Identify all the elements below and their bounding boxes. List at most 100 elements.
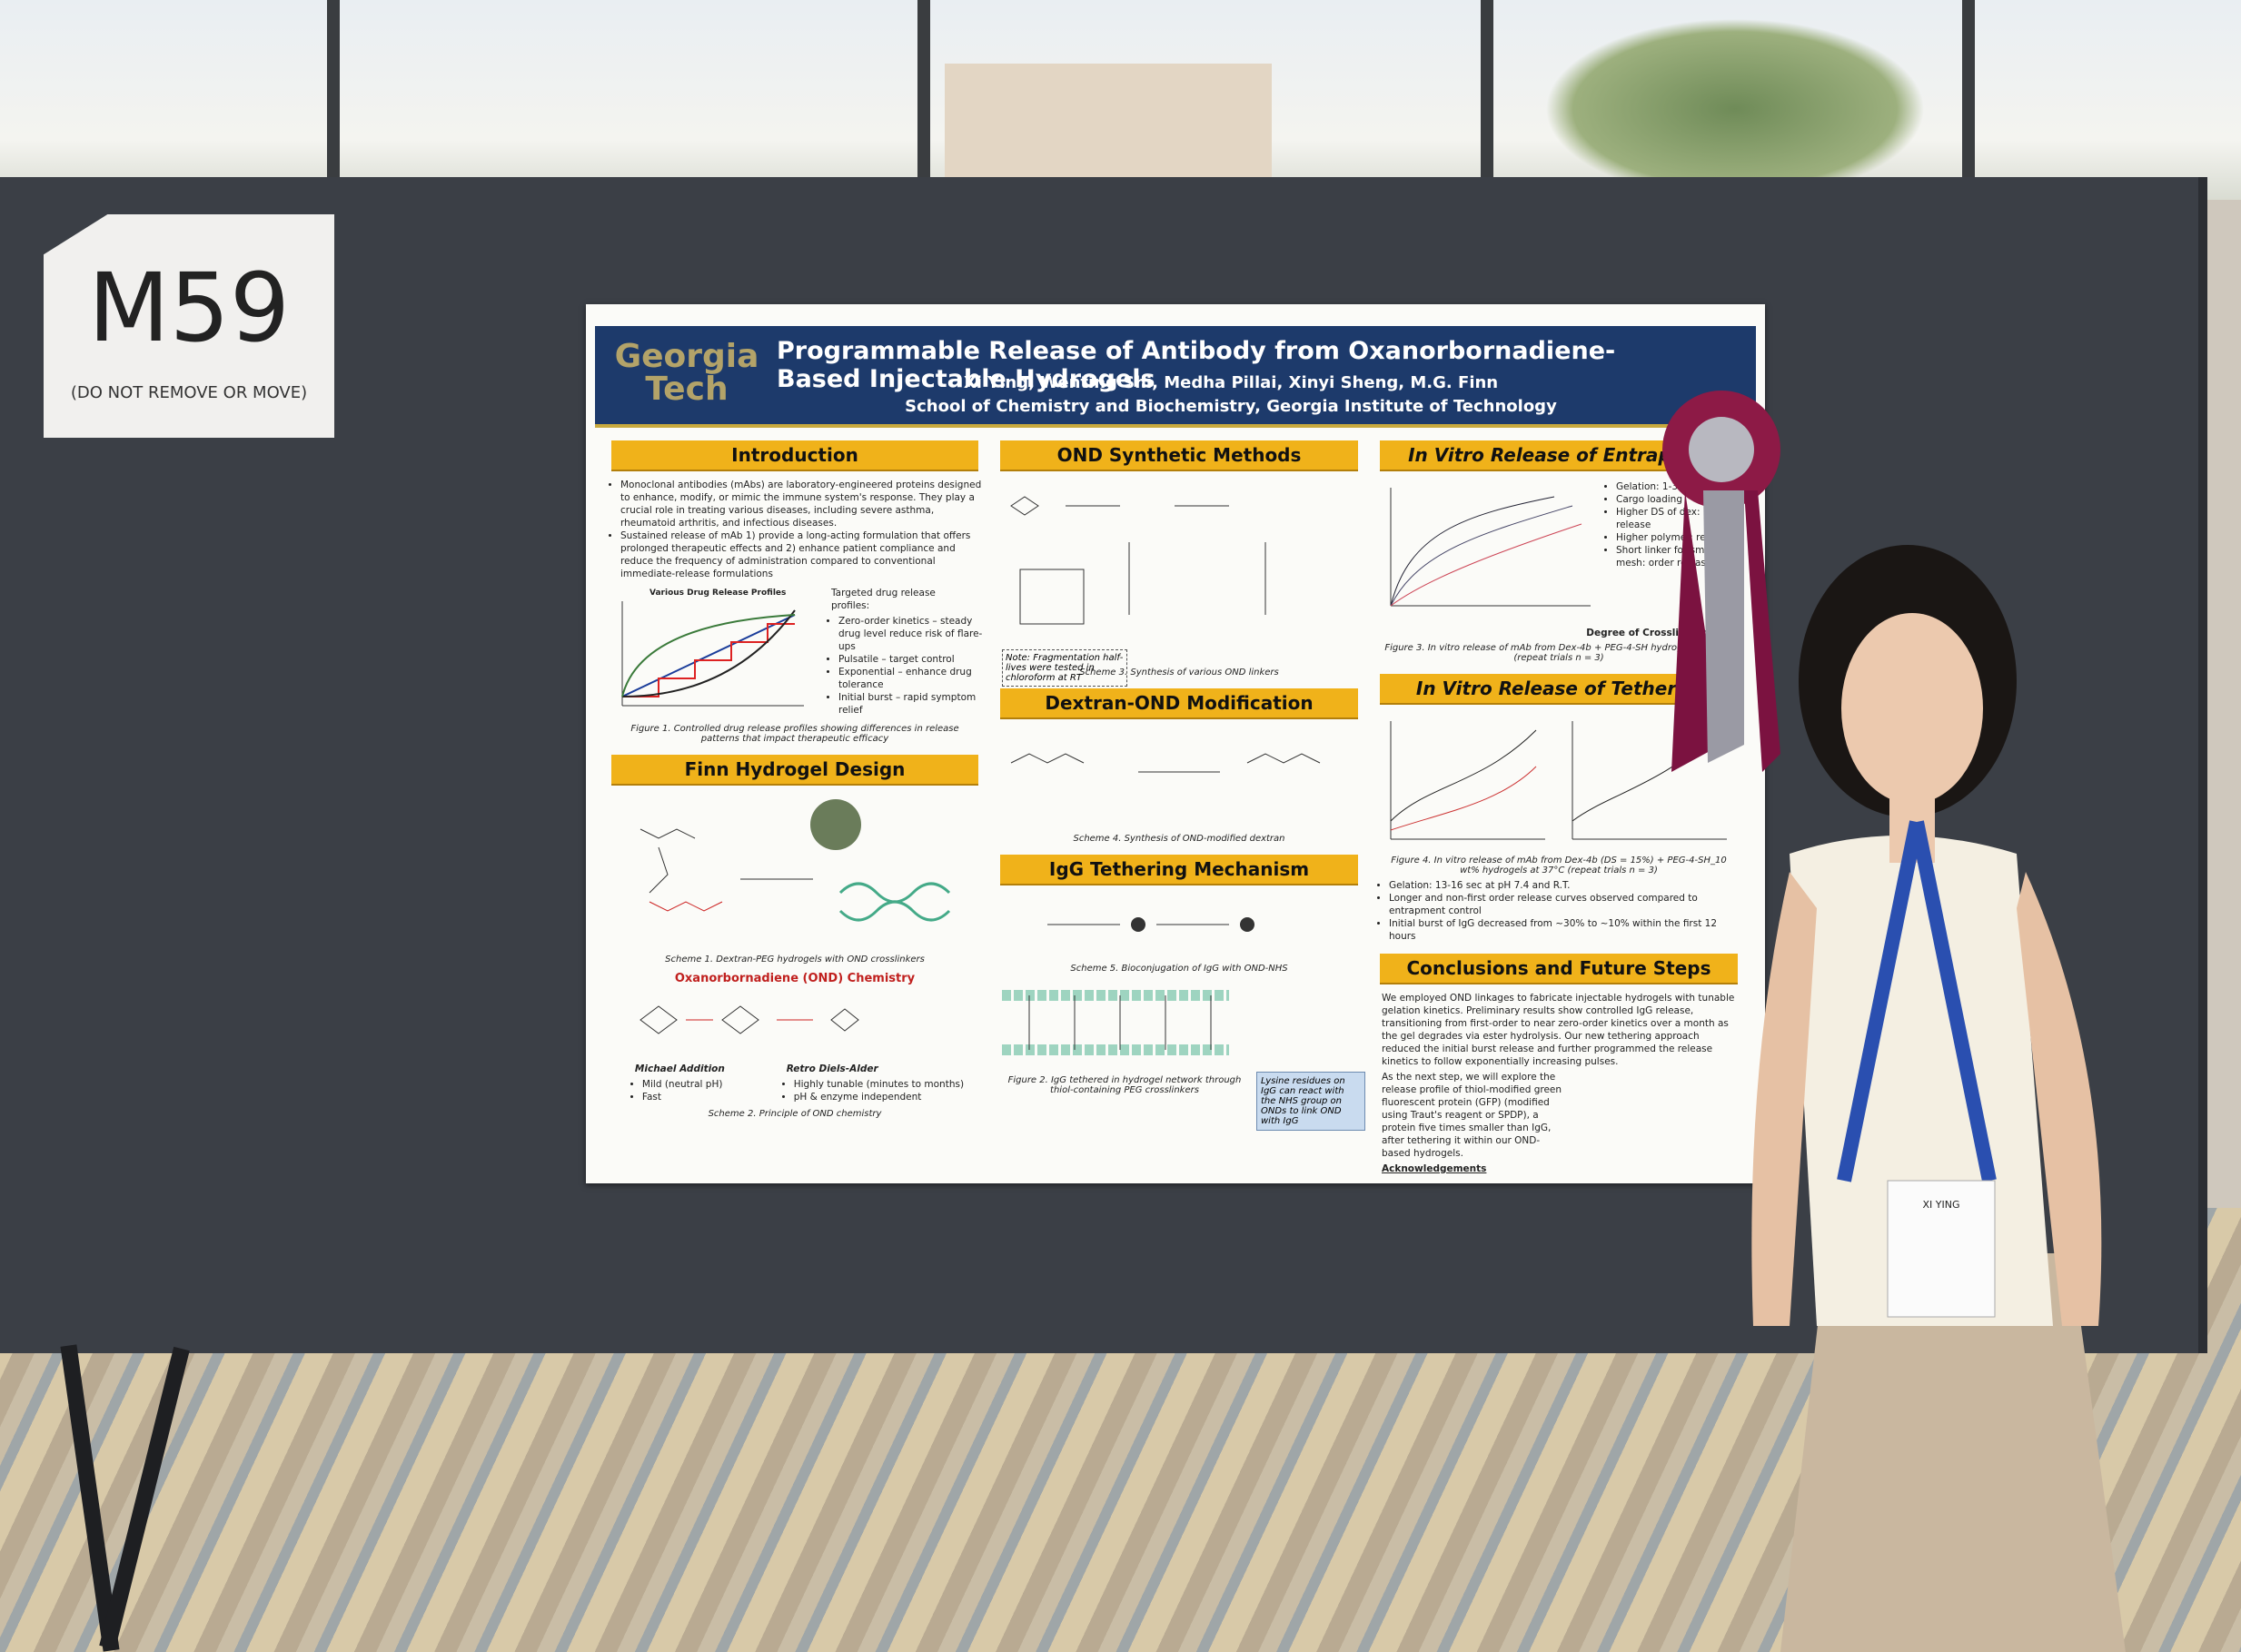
- rosette-center: [1689, 417, 1754, 482]
- section: Conclusions and Future Steps We employed…: [1373, 954, 1745, 1175]
- poster-title: Programmable Release of Antibody from Ox…: [777, 337, 1616, 393]
- mullion: [327, 0, 340, 200]
- note: Note: Fragmentation half-lives were test…: [1002, 649, 1127, 687]
- caption: Figure 2. IgG tethered in hydrogel netwo…: [1007, 1075, 1242, 1095]
- sign-note: (DO NOT REMOVE OR MOVE): [70, 383, 308, 402]
- arm: [2017, 872, 2102, 1326]
- bullet: Initial burst – rapid symptom relief: [838, 691, 986, 717]
- caption: Scheme 2. Principle of OND chemistry: [708, 1109, 882, 1119]
- bullet: Zero-order kinetics – steady drug level …: [838, 615, 986, 653]
- face: [1841, 613, 1983, 804]
- arm: [1751, 872, 1817, 1326]
- ribbon-tail: [1703, 490, 1744, 763]
- caption: Scheme 5. Bioconjugation of IgG with OND…: [1070, 964, 1288, 974]
- text: Targeted drug release profiles:: [831, 588, 936, 611]
- section-heading: Conclusions and Future Steps: [1380, 954, 1738, 984]
- bullet: Highly tunable (minutes to months): [794, 1078, 964, 1091]
- caption: Figure 3. In vitro release of mAb from D…: [1384, 643, 1733, 663]
- bullet: Higher polymer: release: [1616, 531, 1743, 544]
- mullion: [1962, 0, 1975, 200]
- chart-drawing: [1390, 488, 1591, 607]
- trousers: [1780, 1253, 2126, 1652]
- bullet: Initial burst of IgG decreased from ~30%…: [1389, 917, 1745, 943]
- section-heading: Introduction: [611, 440, 978, 471]
- figure-row: Figure 2. IgG tethered in hydrogel netwo…: [993, 1072, 1365, 1131]
- paragraph: We employed OND linkages to fabricate in…: [1382, 993, 1735, 1067]
- caption: Figure 1. Controlled drug release profil…: [630, 724, 959, 744]
- igg-icon: [1131, 917, 1145, 932]
- section: OND Synthetic Methods Note: Fragmentatio…: [993, 440, 1365, 687]
- scheme-drawing: [640, 799, 951, 922]
- scheme-drawing: [1010, 753, 1321, 773]
- bullet-list: Mild (neutral pH)Fast: [642, 1078, 734, 1103]
- column: OND Synthetic Methods Note: Fragmentatio…: [993, 440, 1365, 1142]
- paragraph: As the next step, we will explore the re…: [1382, 1072, 1562, 1159]
- section: Introduction Monoclonal antibodies (mAbs…: [604, 440, 986, 744]
- igg-icon: [1240, 917, 1254, 932]
- condition-group: Retro Diels-Alder Highly tunable (minutes…: [778, 1060, 964, 1105]
- bullet-list: Gelation: 13-16 sec at pH 7.4 and R.T.Lo…: [1389, 879, 1745, 943]
- curve: [621, 609, 796, 697]
- figure: Various Drug Release Profiles Targeted d…: [613, 584, 982, 720]
- subheading: Oxanorbornadiene (OND) Chemistry: [674, 972, 916, 985]
- board-sign: M59 (DO NOT REMOVE OR MOVE): [44, 214, 334, 438]
- network: [838, 882, 951, 904]
- subheading: Acknowledgements: [1382, 1163, 1487, 1174]
- condition-group: Michael Addition Mild (neutral pH)Fast: [626, 1060, 734, 1105]
- bullet-list: Highly tunable (minutes to months)pH & e…: [794, 1078, 964, 1103]
- scheme-drawing: [1047, 917, 1254, 932]
- mullion: [1481, 0, 1493, 200]
- dextran-chain: [1002, 990, 1229, 1055]
- name-badge: [1887, 1180, 1996, 1318]
- caption: Scheme 4. Synthesis of OND-modified dext…: [1073, 834, 1285, 844]
- curve: [621, 614, 796, 697]
- structure-box: [1019, 569, 1085, 625]
- poster-header: Georgia Tech Programmable Release of Ant…: [595, 326, 1756, 428]
- column: Introduction Monoclonal antibodies (mAbs…: [604, 440, 986, 1130]
- presenter: XI YING: [1751, 545, 2126, 1652]
- label: Retro Diels-Alder: [786, 1063, 878, 1074]
- profile-list: Targeted drug release profiles: Zero-ord…: [822, 584, 986, 718]
- scheme-drawing: [640, 1005, 859, 1034]
- section: In Vitro Release of Entrapped Gelation: …: [1373, 440, 1745, 663]
- bullet: Sustained release of mAb 1) provide a lo…: [620, 529, 986, 580]
- authors: Xi Ying, Wenting Shi, Medha Pillai, Xiny…: [963, 373, 1499, 392]
- caption: Scheme 1. Dextran-PEG hydrogels with OND…: [665, 955, 925, 964]
- badge-name: XI YING: [1922, 1199, 1960, 1211]
- crosslinker: [1028, 995, 1212, 1050]
- palm: [1544, 18, 1926, 200]
- bullet: Exponential – enhance drug tolerance: [838, 666, 986, 691]
- section-heading: IgG Tethering Mechanism: [1000, 855, 1358, 885]
- network-drawing: [1002, 990, 1229, 1055]
- bullet: Cargo loading: [1616, 493, 1743, 506]
- curve: [621, 614, 796, 697]
- badge-text-holder: XI YING: [1922, 1199, 1960, 1211]
- bullet: Mild (neutral pH): [642, 1078, 734, 1091]
- section: IgG Tethering Mechanism Scheme 5. Biocon…: [993, 855, 1365, 1131]
- reaction: [1010, 753, 1321, 773]
- reaction: [1010, 496, 1266, 615]
- molecule: [649, 901, 723, 912]
- affiliation: School of Chemistry and Biochemistry, Ge…: [905, 397, 1557, 416]
- bullet-list: Zero-order kinetics – steady drug level …: [838, 615, 986, 717]
- caption: Figure 4. In vitro release of mAb from D…: [1391, 856, 1727, 875]
- axis: [1390, 721, 1727, 840]
- photo-inset: [810, 799, 861, 850]
- network: [838, 900, 951, 922]
- section: Dextran-OND Modification Scheme 4. Synth…: [993, 688, 1365, 844]
- bullet-list: Monoclonal antibodies (mAbs) are laborat…: [620, 479, 986, 580]
- window: [0, 0, 2241, 200]
- bullet: Fast: [642, 1091, 734, 1103]
- curve: [1390, 505, 1573, 607]
- section-heading: Dextran-OND Modification: [1000, 688, 1358, 719]
- ribbon-tail: [1744, 490, 1780, 772]
- section-heading: OND Synthetic Methods: [1000, 440, 1358, 471]
- chart-drawing: [621, 601, 804, 707]
- bullet: Longer and non-first order release curve…: [1389, 892, 1745, 917]
- conditions: Michael Addition Mild (neutral pH)Fast Re…: [604, 1060, 986, 1105]
- note-box: Lysine residues on IgG can react with th…: [1256, 1072, 1365, 1131]
- research-poster: Georgia Tech Programmable Release of Ant…: [586, 304, 1765, 1183]
- bullet: Monoclonal antibodies (mAbs) are laborat…: [620, 479, 986, 529]
- lanyard: [1837, 820, 1997, 1182]
